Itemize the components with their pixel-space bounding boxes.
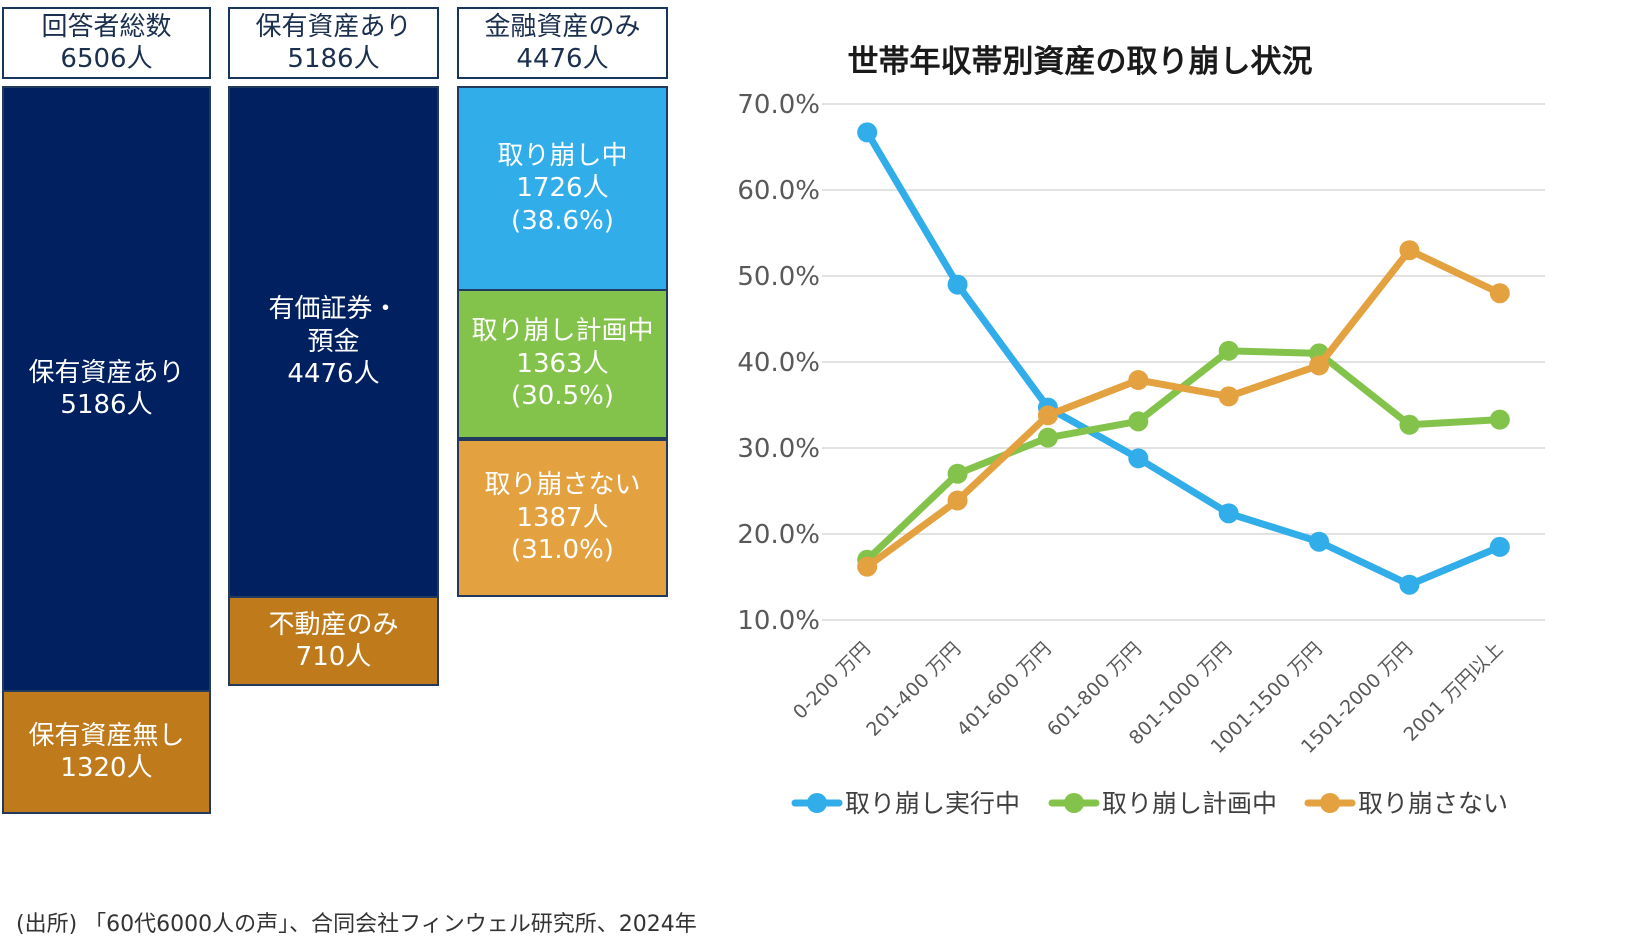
source-note: (出所) 「60代6000人の声」、合同会社フィンウェル研究所、2024年 xyxy=(16,912,697,937)
segment-label: 有価証券・ xyxy=(268,294,399,325)
data-point xyxy=(1128,448,1149,469)
with-assets-segment: 保有資産あり 5186人 xyxy=(2,86,211,692)
data-point xyxy=(947,490,968,511)
segment-count: 5186人 xyxy=(60,390,153,420)
segment-count: 1320人 xyxy=(60,753,153,783)
data-point xyxy=(1218,503,1239,524)
segment-count: 1387人 xyxy=(516,502,609,533)
data-point xyxy=(1489,536,1510,557)
data-point xyxy=(1309,531,1330,552)
y-tick-label: 50.0% xyxy=(737,262,820,292)
segment-count: 1726人 xyxy=(516,173,609,204)
legend-label: 取り崩し実行中 xyxy=(845,789,1020,818)
header-count: 4476人 xyxy=(516,44,609,74)
segment-share: (30.5%) xyxy=(511,381,614,412)
no-assets-segment: 保有資産無し 1320人 xyxy=(2,690,211,814)
legend-label: 取り崩さない xyxy=(1358,789,1508,818)
line-chart: 70.0% 60.0% 50.0% 40.0% 30.0% 20.0% 10.0%0-200… xyxy=(737,90,1545,818)
data-point xyxy=(1309,355,1330,376)
legend-swatch-marker xyxy=(807,793,827,813)
series-line xyxy=(863,347,1504,564)
x-tick-label: 201-400 万円 xyxy=(862,638,965,741)
planning-segment: 取り崩し計画中 1363人 (30.5%) xyxy=(457,289,668,439)
data-point xyxy=(1489,409,1510,430)
financial-only-header: 金融資産のみ 4476人 xyxy=(457,7,668,79)
data-point xyxy=(1128,370,1149,391)
securities-deposits-segment: 有価証券・ 預金 4476人 xyxy=(228,86,439,598)
data-point xyxy=(1399,240,1420,261)
segment-label: 取り崩し計画中 xyxy=(471,316,654,347)
header-label: 回答者総数 xyxy=(41,11,172,42)
x-tick-label: 401-600 万円 xyxy=(953,638,1056,741)
data-point xyxy=(1399,574,1420,595)
segment-label: 保有資産あり xyxy=(28,357,185,388)
chart-title: 世帯年収帯別資産の取り崩し状況 xyxy=(847,44,1313,80)
legend-swatch-marker xyxy=(1320,793,1340,813)
data-point xyxy=(1128,411,1149,432)
asset-holders-header: 保有資産あり 5186人 xyxy=(228,7,439,79)
data-point xyxy=(1037,427,1058,448)
series-line xyxy=(863,246,1504,571)
segment-label: 保有資産無し xyxy=(28,720,185,751)
segment-count: 4476人 xyxy=(287,359,380,390)
y-tick-label: 10.0% xyxy=(737,606,820,636)
segment-label: 取り崩さない xyxy=(484,470,641,501)
legend-swatch-marker xyxy=(1064,793,1084,813)
drawing-down-segment: 取り崩し中 1726人 (38.6%) xyxy=(457,86,668,291)
segment-label-2: 預金 xyxy=(307,326,360,357)
y-tick-label: 30.0% xyxy=(737,434,820,464)
segment-share: (31.0%) xyxy=(511,535,614,566)
total-respondents-header: 回答者総数 6506人 xyxy=(2,7,211,79)
header-label: 金融資産のみ xyxy=(484,11,641,42)
data-point xyxy=(1489,283,1510,304)
header-count: 6506人 xyxy=(60,44,153,74)
header-label: 保有資産あり xyxy=(255,11,412,42)
legend-label: 取り崩し計画中 xyxy=(1102,789,1277,818)
data-point xyxy=(857,122,878,143)
data-point xyxy=(857,556,878,577)
x-tick-label: 0-200 万円 xyxy=(789,638,875,724)
segment-label: 取り崩し中 xyxy=(497,140,628,171)
y-tick-label: 60.0% xyxy=(737,176,820,206)
data-point xyxy=(1218,386,1239,407)
data-point xyxy=(1218,340,1239,361)
series-line xyxy=(863,128,1504,589)
data-point xyxy=(947,274,968,295)
header-count: 5186人 xyxy=(287,44,380,74)
data-point xyxy=(947,463,968,484)
not-drawing-segment: 取り崩さない 1387人 (31.0%) xyxy=(457,439,668,597)
segment-share: (38.6%) xyxy=(511,205,614,236)
real-estate-only-segment: 不動産のみ 710人 xyxy=(228,596,439,686)
x-tick-label: 601-800 万円 xyxy=(1043,638,1146,741)
y-tick-label: 40.0% xyxy=(737,348,820,378)
data-point xyxy=(1037,405,1058,426)
segment-label: 不動産のみ xyxy=(268,609,399,640)
segment-count: 710人 xyxy=(295,642,372,672)
y-tick-label: 70.0% xyxy=(737,90,820,120)
segment-count: 1363人 xyxy=(516,348,609,379)
data-point xyxy=(1399,414,1420,435)
y-tick-label: 20.0% xyxy=(737,520,820,550)
